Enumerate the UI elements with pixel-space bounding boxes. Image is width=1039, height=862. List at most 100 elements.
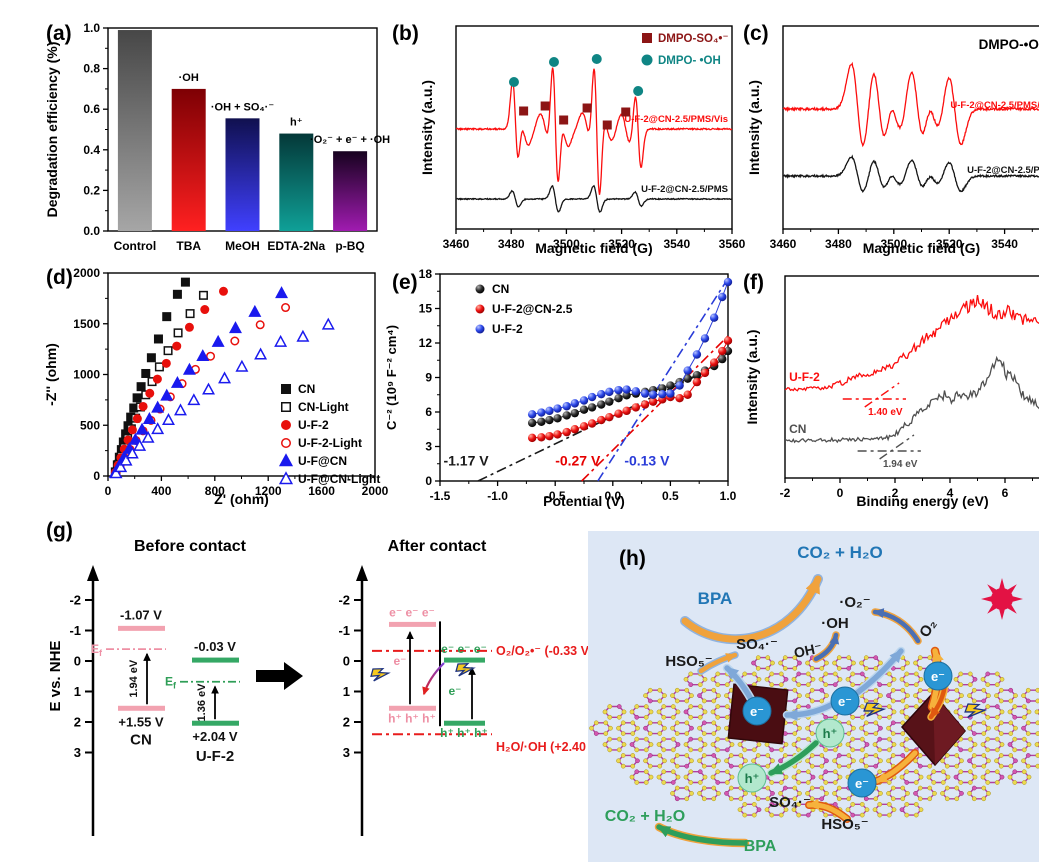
panel-c-tag: (c) bbox=[743, 22, 769, 45]
uf2-vb-band bbox=[192, 720, 239, 726]
f-x-axis-label: Binding energy (eV) bbox=[856, 493, 988, 509]
svg-text:DMPO-SO₄•⁻: DMPO-SO₄•⁻ bbox=[658, 33, 729, 45]
bar-EDTA-2Na bbox=[279, 133, 314, 231]
svg-text:1600: 1600 bbox=[308, 484, 335, 498]
svg-text:e⁻: e⁻ bbox=[448, 684, 461, 698]
e-x-axis-label: Potential (V) bbox=[543, 493, 625, 509]
svg-text:3540: 3540 bbox=[991, 237, 1018, 251]
svg-text:2: 2 bbox=[892, 486, 899, 500]
svg-text:h⁺ h⁺ h⁺: h⁺ h⁺ h⁺ bbox=[388, 711, 436, 725]
svg-text:12: 12 bbox=[419, 336, 433, 350]
e-flatband-fit-1 bbox=[581, 335, 729, 482]
svg-text:400: 400 bbox=[151, 484, 171, 498]
svg-text:e⁻: e⁻ bbox=[855, 776, 869, 791]
svg-text:0.2: 0.2 bbox=[83, 183, 100, 197]
d-legend: CN CN-Light U-F-2 U-F-2-Light U-F@CN U-F@CN-L… bbox=[278, 382, 380, 486]
svg-text:3540: 3540 bbox=[663, 237, 690, 251]
svg-text:EDTA-2Na: EDTA-2Na bbox=[267, 239, 325, 253]
f-series-label-1: CN bbox=[789, 422, 806, 436]
b-series-1 bbox=[455, 184, 733, 213]
panel-e: (e) -1.5 -1.0 -0.5 0.0 0.5 1.0 0 3 6 9 12 15 18 -1.17… bbox=[380, 261, 737, 511]
e-y-axis-label: C⁻² (10⁹ F⁻² cm⁴) bbox=[384, 325, 399, 430]
e-series-CN bbox=[527, 346, 733, 428]
svg-text:2: 2 bbox=[343, 715, 350, 730]
svg-text:1000: 1000 bbox=[73, 368, 100, 382]
svg-text:-1: -1 bbox=[338, 623, 350, 638]
svg-text:3460: 3460 bbox=[770, 237, 797, 251]
bar-Control bbox=[117, 30, 152, 231]
svg-text:U-F-2@CN-2.5: U-F-2@CN-2.5 bbox=[492, 302, 573, 316]
h-label-bpa-top: BPA bbox=[698, 589, 733, 608]
panel-e-tag: (e) bbox=[392, 271, 418, 294]
lightning-bolt-icon bbox=[964, 703, 988, 718]
svg-text:1.0: 1.0 bbox=[83, 21, 100, 35]
g-axis-label: E vs. NHE bbox=[47, 641, 64, 712]
h-label-bpa-bottom: BPA bbox=[744, 838, 777, 855]
svg-text:3500: 3500 bbox=[880, 237, 907, 251]
panel-b: (b) 3460 3480 3500 3520 3540 3560 U-F-2@CN-2.5… bbox=[380, 16, 746, 261]
y-axis-ticks: 0 500 1000 1500 2000 bbox=[73, 266, 108, 483]
svg-text:6: 6 bbox=[425, 405, 432, 419]
svg-text:h⁺: h⁺ bbox=[290, 117, 303, 129]
b-y-axis-label: Intensity (a.u.) bbox=[419, 80, 435, 175]
svg-text:e⁻: e⁻ bbox=[838, 694, 852, 709]
svg-text:3: 3 bbox=[343, 745, 350, 760]
panel-g: (g) -2 -1 0 1 2 3 E vs. NHE Before contact -1.07… bbox=[40, 511, 602, 862]
svg-text:·OH: ·OH bbox=[179, 72, 199, 84]
svg-text:6: 6 bbox=[1002, 486, 1009, 500]
e-series-U-F-2 bbox=[527, 277, 733, 419]
svg-text:-1.07 V: -1.07 V bbox=[120, 607, 162, 622]
svg-text:MeOH: MeOH bbox=[225, 239, 260, 253]
svg-text:h⁺ h⁺ h⁺: h⁺ h⁺ h⁺ bbox=[440, 726, 488, 740]
svg-text:+1.55 V: +1.55 V bbox=[118, 714, 164, 729]
svg-text:0.4: 0.4 bbox=[83, 143, 100, 157]
c-y-axis-label: Intensity (a.u.) bbox=[746, 80, 762, 175]
svg-text:3460: 3460 bbox=[443, 237, 470, 251]
h-label-hso5-bottom: HSO₅⁻ bbox=[821, 816, 868, 833]
e-legend: CN U-F-2@CN-2.5 U-F-2 bbox=[475, 282, 573, 336]
svg-text:p-BQ: p-BQ bbox=[335, 239, 364, 253]
d-series-U-F@CN-Light bbox=[109, 317, 335, 479]
panel-d: (d) 0 400 800 1200 1600 2000 0 500 1000 1500 2000 C… bbox=[40, 261, 389, 511]
d-y-axis-label: -Z'' (ohm) bbox=[43, 343, 59, 406]
a-y-axis-label: Degradation efficiency (%) bbox=[44, 42, 60, 218]
svg-text:1.94 eV: 1.94 eV bbox=[128, 659, 140, 698]
svg-text:15: 15 bbox=[419, 302, 433, 316]
panel-g-tag: (g) bbox=[46, 519, 73, 542]
svg-text:3560: 3560 bbox=[719, 237, 746, 251]
x-axis-ticks: 3460 3480 3500 3520 3540 3560 bbox=[443, 229, 746, 251]
h-label-co2-top: CO₂ + H₂O bbox=[797, 543, 882, 562]
svg-text:-1.5: -1.5 bbox=[430, 489, 451, 503]
c-series-label-0: U-F-2@CN-2.5/PMS/Vis bbox=[950, 100, 1039, 111]
o2-redox-label: O₂/O₂•⁻ (-0.33 V) bbox=[496, 644, 593, 658]
svg-text:18: 18 bbox=[419, 267, 433, 281]
svg-text:1.0: 1.0 bbox=[720, 489, 737, 503]
svg-text:500: 500 bbox=[80, 418, 100, 432]
panel-a-chart: 0.0 0.2 0.4 0.6 0.8 1.0 Control ·OH TBA ·OH + SO₄… bbox=[44, 21, 390, 253]
svg-text:3: 3 bbox=[425, 440, 432, 454]
svg-text:0.0: 0.0 bbox=[604, 489, 621, 503]
svg-text:e⁻ e⁻ e⁻: e⁻ e⁻ e⁻ bbox=[441, 642, 487, 656]
h2o-redox-label: H₂O/·OH (+2.40 V) bbox=[496, 740, 602, 754]
svg-text:U-F-2: U-F-2 bbox=[196, 748, 234, 765]
f-frame bbox=[784, 275, 1039, 479]
h-label-sulfate-top: SO₄·⁻ bbox=[736, 636, 778, 653]
h-label-sulfate-bottom: SO₄·⁻ bbox=[769, 794, 811, 811]
c-frame bbox=[782, 25, 1039, 230]
svg-text:1200: 1200 bbox=[255, 484, 282, 498]
svg-text:U-F@CN-Light: U-F@CN-Light bbox=[298, 472, 380, 486]
svg-text:Control: Control bbox=[114, 239, 157, 253]
svg-text:U-F@CN: U-F@CN bbox=[298, 454, 347, 468]
cn-cb-band bbox=[118, 625, 165, 631]
panel-f-tag: (f) bbox=[743, 271, 764, 294]
svg-text:3480: 3480 bbox=[498, 237, 525, 251]
svg-text:0.5: 0.5 bbox=[662, 489, 679, 503]
bar-MeOH bbox=[225, 118, 260, 231]
c-series-label-1: U-F-2@CN-2.5/PMS bbox=[967, 165, 1039, 176]
panel-e-chart: -1.5 -1.0 -0.5 0.0 0.5 1.0 0 3 6 9 12 15 18 -1.17 V -0… bbox=[384, 267, 737, 509]
svg-text:CN: CN bbox=[298, 382, 315, 396]
svg-text:U-F-2: U-F-2 bbox=[492, 322, 523, 336]
h-label-hso5-top: HSO₅⁻ bbox=[665, 653, 712, 670]
x-axis-ticks: 0 400 800 1200 1600 2000 bbox=[105, 476, 389, 498]
